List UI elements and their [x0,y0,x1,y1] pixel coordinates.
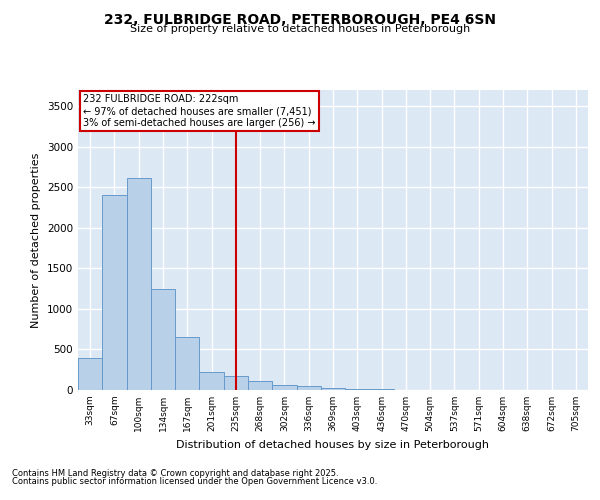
X-axis label: Distribution of detached houses by size in Peterborough: Distribution of detached houses by size … [176,440,490,450]
Bar [78,358,102,390]
Text: Contains public sector information licensed under the Open Government Licence v3: Contains public sector information licen… [12,477,377,486]
Text: Size of property relative to detached houses in Peterborough: Size of property relative to detached ho… [130,24,470,34]
Bar [102,194,127,390]
Bar [151,288,175,390]
Bar [199,372,224,390]
Bar [127,178,151,390]
Bar [321,388,345,390]
Bar [272,385,296,390]
Bar [345,389,370,390]
Text: 232, FULBRIDGE ROAD, PETERBOROUGH, PE4 6SN: 232, FULBRIDGE ROAD, PETERBOROUGH, PE4 6… [104,12,496,26]
Bar [224,376,248,390]
Text: 232 FULBRIDGE ROAD: 222sqm
← 97% of detached houses are smaller (7,451)
3% of se: 232 FULBRIDGE ROAD: 222sqm ← 97% of deta… [83,94,316,128]
Bar [296,386,321,390]
Bar [175,338,199,390]
Text: Contains HM Land Registry data © Crown copyright and database right 2025.: Contains HM Land Registry data © Crown c… [12,468,338,477]
Y-axis label: Number of detached properties: Number of detached properties [31,152,41,328]
Bar [248,380,272,390]
